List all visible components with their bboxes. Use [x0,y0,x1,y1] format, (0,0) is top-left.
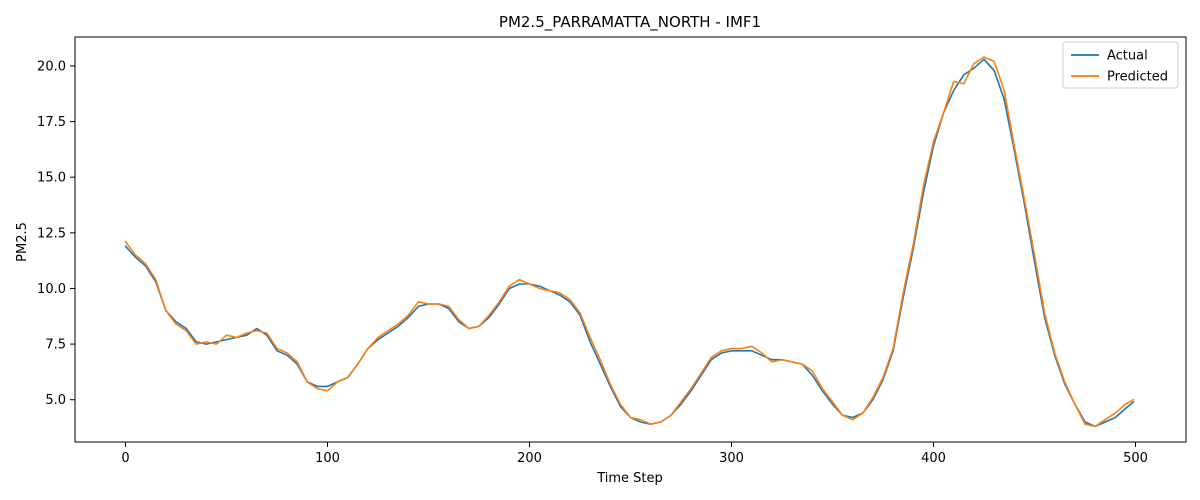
plot-lines [124,56,1135,428]
y-tick-label: 5.0 [45,393,66,408]
series-line-predicted [124,56,1135,428]
series-line-actual [124,58,1135,428]
x-tick-label: 0 [121,451,129,466]
y-tick-label: 20.0 [37,59,66,74]
x-tick-label: 200 [517,451,542,466]
y-tick-label: 17.5 [37,115,66,130]
plot-frame [74,36,1187,443]
y-tick-label: 15.0 [37,171,66,186]
chart-title: PM2.5_PARRAMATTA_NORTH - IMF1 [499,13,761,32]
y-tick-label: 10.0 [37,282,66,297]
legend: Actual Predicted [1062,41,1179,89]
y-tick-label: 7.5 [45,338,66,353]
y-axis-ticks: 5.0 7.5 10.0 12.5 15.0 17.5 20.0 [37,59,75,408]
x-tick-label: 300 [719,451,744,466]
x-tick-label: 500 [1123,451,1148,466]
x-tick-label: 100 [315,451,340,466]
x-tick-label: 400 [921,451,946,466]
legend-label-actual: Actual [1107,49,1148,64]
x-axis-ticks: 0 100 200 300 400 500 [121,442,1148,466]
legend-label-predicted: Predicted [1107,70,1168,85]
x-axis-label: Time Step [596,471,663,486]
y-axis-label: PM2.5 [15,222,30,262]
y-tick-label: 12.5 [37,226,66,241]
